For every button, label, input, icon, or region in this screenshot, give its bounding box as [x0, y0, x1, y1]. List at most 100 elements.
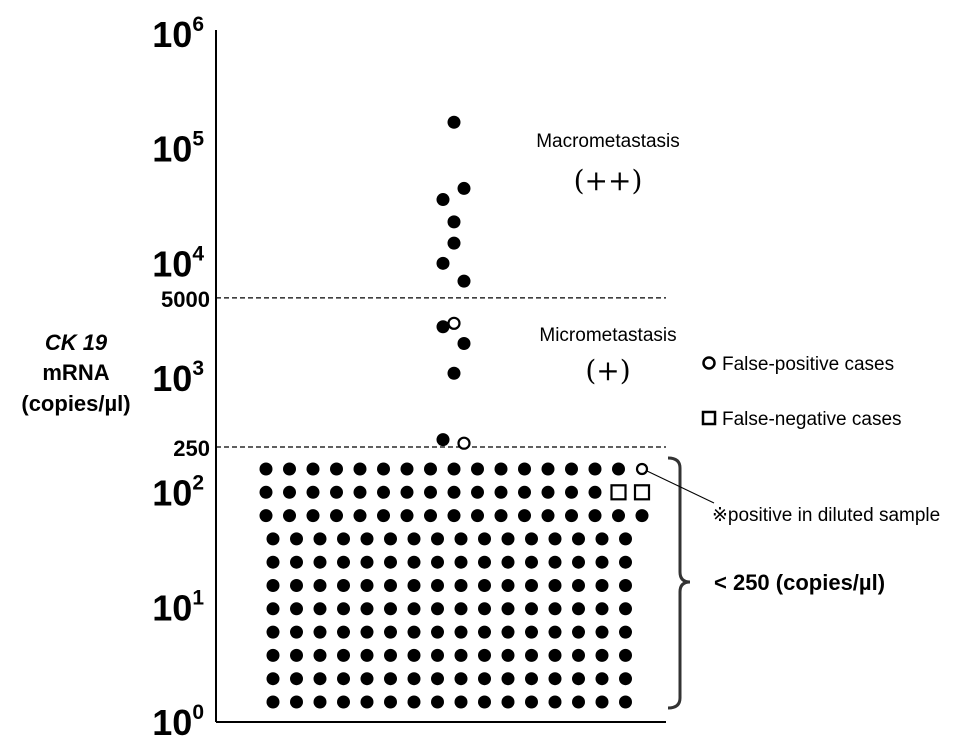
- data-point: [595, 579, 609, 592]
- data-point: [525, 579, 538, 592]
- data-point: [424, 462, 437, 476]
- y-tick-exponent: 3: [192, 357, 204, 380]
- data-point: [360, 555, 374, 569]
- data-point: [407, 672, 421, 686]
- data-point: [548, 555, 562, 569]
- data-point: [565, 462, 578, 476]
- data-point: [525, 532, 538, 546]
- data-point: [612, 462, 625, 476]
- data-point: [337, 602, 350, 616]
- data-point: [525, 648, 538, 662]
- data-point: [337, 579, 350, 592]
- data-point: [572, 672, 585, 686]
- data-point: [290, 625, 303, 639]
- y-axis-label-line: (copies/µl): [21, 391, 130, 416]
- data-point: [572, 555, 585, 569]
- data-point: [313, 672, 327, 686]
- data-point: [447, 215, 461, 229]
- data-point: [478, 555, 491, 569]
- data-point: [595, 672, 609, 686]
- region-name-0: Macrometastasis: [536, 131, 680, 152]
- data-point: [457, 181, 471, 195]
- y-axis-label-line: CK 19: [45, 330, 108, 355]
- data-point: [384, 579, 397, 592]
- data-point: [306, 462, 320, 476]
- data-point: [384, 695, 397, 709]
- y-axis-label: CK 19 mRNA (copies/µl): [21, 330, 130, 416]
- data-point: [454, 625, 468, 639]
- data-point: [337, 555, 350, 569]
- data-point: [259, 485, 273, 499]
- data-point: [572, 532, 585, 546]
- below-cutoff-points: < 250 (copies/µl): [259, 456, 885, 710]
- data-point: [471, 462, 484, 476]
- data-point: [377, 509, 390, 523]
- data-point: [619, 532, 632, 546]
- data-point: [478, 695, 491, 709]
- data-point: [266, 695, 280, 709]
- false-positive-point: [635, 462, 649, 476]
- data-point: [447, 115, 461, 129]
- y-tick-base: 10: [152, 14, 192, 55]
- data-point: [501, 695, 515, 709]
- data-point: [407, 579, 421, 592]
- data-point: [337, 695, 350, 709]
- data-point: [478, 625, 491, 639]
- y-tick-label: 101: [152, 586, 204, 628]
- data-point: [377, 485, 390, 499]
- data-point: [447, 462, 461, 476]
- data-point: [525, 625, 538, 639]
- data-point: [518, 462, 531, 476]
- y-tick-label: 100: [152, 701, 204, 743]
- region-labels: Macrometastasis (++) Micrometastasis (+): [536, 131, 680, 387]
- y-tick-label: 104: [152, 242, 204, 284]
- data-point: [619, 695, 632, 709]
- data-point: [454, 672, 468, 686]
- data-point: [330, 485, 343, 499]
- data-point: [518, 485, 531, 499]
- data-point: [478, 532, 491, 546]
- data-point: [454, 695, 468, 709]
- data-point: [454, 532, 468, 546]
- y-tick-exponent: 1: [192, 586, 204, 609]
- data-point: [407, 532, 421, 546]
- data-point: [447, 485, 461, 499]
- annotation: ※positive in diluted sample: [646, 470, 940, 526]
- data-point: [572, 602, 585, 616]
- data-point: [360, 602, 374, 616]
- y-tick-base: 10: [152, 358, 192, 399]
- data-point: [548, 695, 562, 709]
- y-tick-base: 10: [152, 473, 192, 514]
- data-point: [306, 509, 320, 523]
- y-tick-base: 10: [152, 243, 192, 284]
- data-point: [447, 366, 461, 380]
- data-point: [595, 695, 609, 709]
- data-point: [548, 648, 562, 662]
- data-point: [572, 625, 585, 639]
- data-point: [454, 602, 468, 616]
- data-points: [436, 115, 471, 450]
- data-point: [619, 648, 632, 662]
- data-point: [501, 532, 515, 546]
- data-point: [266, 579, 280, 592]
- region-sign-0: (++): [574, 164, 643, 197]
- data-point: [407, 695, 421, 709]
- data-point: [400, 485, 414, 499]
- legend: False-positive cases False-negative cases: [701, 354, 902, 430]
- data-point: [454, 648, 468, 662]
- data-point: [407, 625, 421, 639]
- data-point: [431, 672, 444, 686]
- data-point: [548, 602, 562, 616]
- data-point: [313, 532, 327, 546]
- data-point: [290, 555, 303, 569]
- data-point: [266, 602, 280, 616]
- data-point: [384, 625, 397, 639]
- data-point: [360, 672, 374, 686]
- data-point: [588, 485, 602, 499]
- data-point: [290, 695, 303, 709]
- data-point: [457, 336, 471, 350]
- data-point: [384, 648, 397, 662]
- y-tick-exponent: 4: [192, 242, 204, 265]
